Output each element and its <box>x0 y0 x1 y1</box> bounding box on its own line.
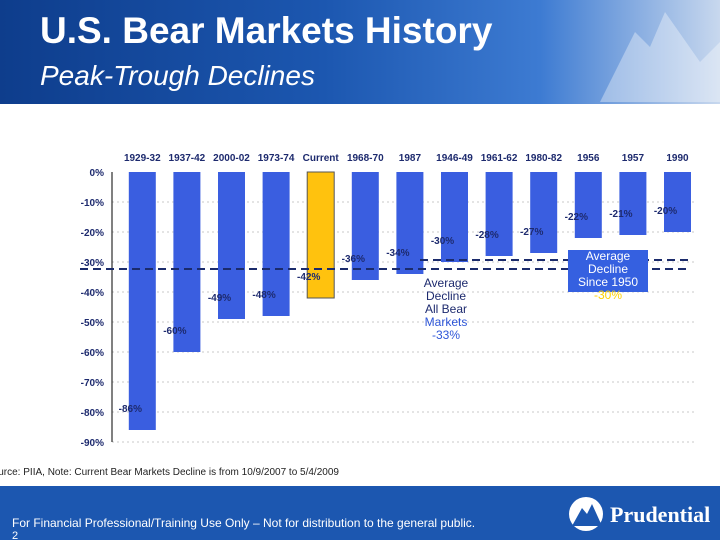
bar <box>173 172 201 352</box>
category-label: 2000-02 <box>213 153 250 164</box>
category-label: 1956 <box>577 153 600 164</box>
y-tick-label: 0% <box>90 168 105 179</box>
y-tick-label: -50% <box>81 318 104 329</box>
bar <box>218 172 245 319</box>
logo-text: Prudential <box>610 502 711 527</box>
value-label: -60% <box>163 326 186 337</box>
y-tick-label: -70% <box>81 378 104 389</box>
value-label: -30% <box>431 236 454 247</box>
callout-1950-line3: Since 1950 <box>577 275 639 289</box>
bar <box>396 172 424 274</box>
y-tick-label: -10% <box>81 198 104 209</box>
callout-all-value: -33% <box>431 328 460 342</box>
value-label: -27% <box>520 227 543 238</box>
callout-1950-line1: Average <box>585 249 631 263</box>
category-label: 1937-42 <box>169 153 206 164</box>
value-label: -21% <box>609 209 632 220</box>
y-tick-label: -40% <box>81 288 104 299</box>
y-tick-label: -20% <box>81 228 104 239</box>
value-label: -20% <box>654 206 677 217</box>
bar <box>262 172 290 316</box>
callout-1950-value: -30% <box>593 288 622 302</box>
y-tick-label: -80% <box>81 408 104 419</box>
category-label: 1987 <box>399 153 422 164</box>
category-label: 1973-74 <box>258 153 295 164</box>
value-label: -42% <box>297 272 320 283</box>
bar <box>664 172 691 232</box>
callout-all-line1: Average <box>423 276 469 290</box>
callout-all-line4: Markets <box>424 315 468 329</box>
page-subtitle: Peak-Trough Declines <box>40 60 315 91</box>
value-label: -49% <box>208 293 231 304</box>
value-label: -48% <box>252 290 275 301</box>
bar <box>306 171 335 299</box>
bar <box>128 172 156 430</box>
value-label: -36% <box>342 254 365 265</box>
page-title: U.S. Bear Markets History <box>40 10 493 51</box>
bar <box>441 172 468 262</box>
bear-market-chart: 0% -10% -20% -30% -40% -50% -60% -70% -80% -90% 19… <box>80 153 694 449</box>
value-label: -28% <box>475 230 498 241</box>
prudential-logo[interactable]: Prudential <box>568 496 718 532</box>
category-label: 1961-62 <box>481 153 518 164</box>
category-label: 1980-82 <box>525 153 562 164</box>
category-label: 1957 <box>622 153 645 164</box>
value-label: -22% <box>565 212 588 223</box>
category-label: 1946-49 <box>436 153 473 164</box>
category-label: 1990 <box>666 153 689 164</box>
callout-average-all-bear: Average Decline All Bear Markets -33% <box>420 277 472 342</box>
callout-average-since-1950: Average Decline Since 1950 -30% <box>568 249 648 302</box>
category-label: 1929-32 <box>124 153 161 164</box>
category-label: 1968-70 <box>347 153 384 164</box>
rock-watermark-icon <box>600 12 720 102</box>
header-banner: U.S. Bear Markets History Peak-Trough De… <box>0 0 720 104</box>
y-tick-label: -90% <box>81 438 104 449</box>
callout-all-line2: Decline <box>425 289 467 303</box>
bar <box>351 172 379 280</box>
y-tick-label: -30% <box>81 258 104 269</box>
value-label: -86% <box>119 404 142 415</box>
page-number: 2 <box>12 530 19 542</box>
category-label: Current <box>303 153 340 164</box>
callout-1950-line2: Decline <box>587 262 629 276</box>
rock-logo-icon <box>569 497 603 531</box>
bar <box>574 172 602 238</box>
disclaimer-text: For Financial Professional/Training Use … <box>12 516 476 530</box>
callout-all-line3: All Bear <box>424 302 468 316</box>
footer-banner: For Financial Professional/Training Use … <box>0 486 720 542</box>
bar <box>530 172 558 253</box>
value-label: -34% <box>386 248 409 259</box>
bar <box>485 172 513 256</box>
source-note: Source: PIIA, Note: Current Bear Markets… <box>0 467 339 478</box>
y-tick-label: -60% <box>81 348 104 359</box>
bar <box>619 172 647 235</box>
